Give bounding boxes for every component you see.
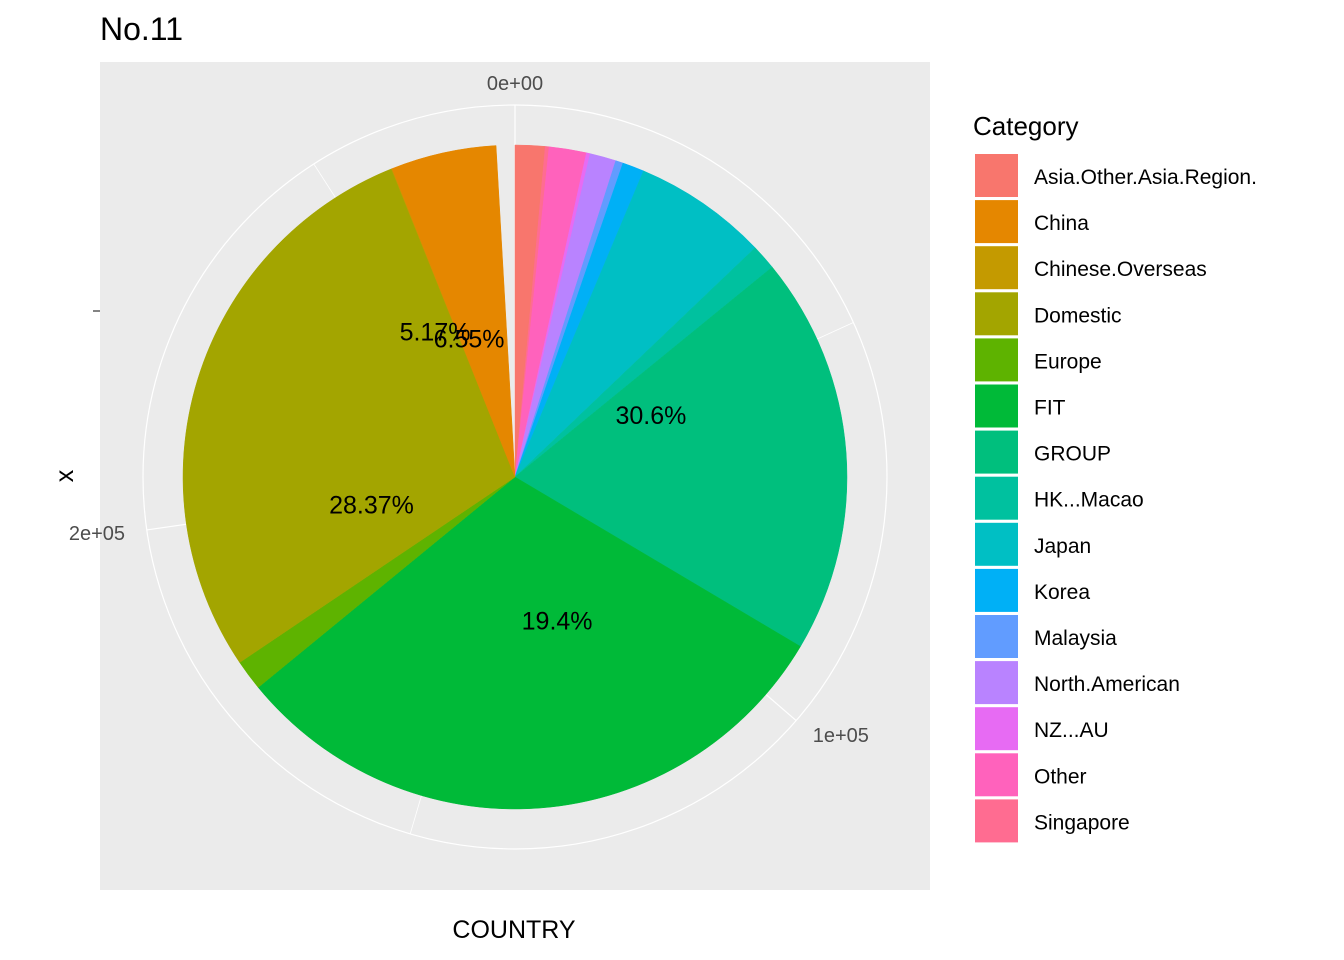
legend-swatch: [975, 384, 1018, 428]
legend-label: Korea: [1034, 581, 1090, 604]
legend-label: Malaysia: [1034, 627, 1117, 650]
slice-percent-label: 6.55%: [434, 325, 505, 353]
slice-percent-label: 28.37%: [329, 491, 414, 519]
legend-swatch: [975, 799, 1018, 843]
slice-percent-label: 19.4%: [522, 607, 593, 635]
slice-percent-label: 5.17%: [400, 319, 471, 347]
slice-percent-label: 30.6%: [615, 402, 686, 430]
legend-label: Asia.Other.Asia.Region.: [1034, 166, 1257, 189]
legend-label: China: [1034, 212, 1089, 235]
x-axis-title: COUNTRY: [452, 916, 575, 944]
pie-slices: [182, 144, 848, 810]
legend-label: GROUP: [1034, 443, 1111, 466]
value-tick-label: 1e+05: [813, 725, 869, 747]
legend-label: HK...Macao: [1034, 489, 1144, 512]
legend-swatch: [975, 568, 1018, 612]
legend-label: NZ...AU: [1034, 719, 1109, 742]
legend-swatch: [975, 476, 1018, 520]
legend-swatch: [975, 707, 1018, 751]
y-axis-title: x: [51, 469, 79, 482]
pie-slice: [391, 145, 516, 478]
legend-label: Domestic: [1034, 304, 1122, 327]
legend-swatch: [975, 661, 1018, 705]
legend-swatch: [975, 154, 1018, 197]
legend-label: Other: [1034, 765, 1087, 788]
value-ticks: 0e+00 1e+05 2e+05: [69, 73, 869, 747]
legend-swatch: [975, 522, 1018, 566]
value-tick-label: 0e+00: [487, 73, 543, 95]
legend-swatch: [975, 338, 1018, 382]
legend-swatch: [975, 200, 1018, 244]
legend-title: Category: [973, 111, 1079, 141]
legend-swatch: [975, 246, 1018, 290]
legend-label: Singapore: [1034, 811, 1130, 834]
chart-title: No.11: [100, 11, 183, 47]
value-tick-label: 2e+05: [69, 523, 125, 545]
legend-swatch: [975, 615, 1018, 658]
legend-label: Japan: [1034, 535, 1091, 558]
pie-slice: [514, 170, 756, 478]
legend-swatch: [975, 430, 1018, 474]
legend-swatch: [975, 292, 1018, 336]
legend-label: Chinese.Overseas: [1034, 258, 1207, 281]
slice-labels: 6.55%5.17% 28.37% 19.4% 30.6%: [329, 319, 686, 636]
legend: Category Asia.Other.Asia.Region. China Chi…: [973, 111, 1257, 843]
pie-slice: [514, 266, 848, 647]
legend-label: North.American: [1034, 673, 1180, 696]
legend-label: Europe: [1034, 350, 1102, 373]
legend-swatch: [975, 753, 1018, 797]
pie-slice: [182, 168, 516, 663]
legend-label: FIT: [1034, 397, 1066, 420]
pie-slice: [257, 476, 801, 810]
